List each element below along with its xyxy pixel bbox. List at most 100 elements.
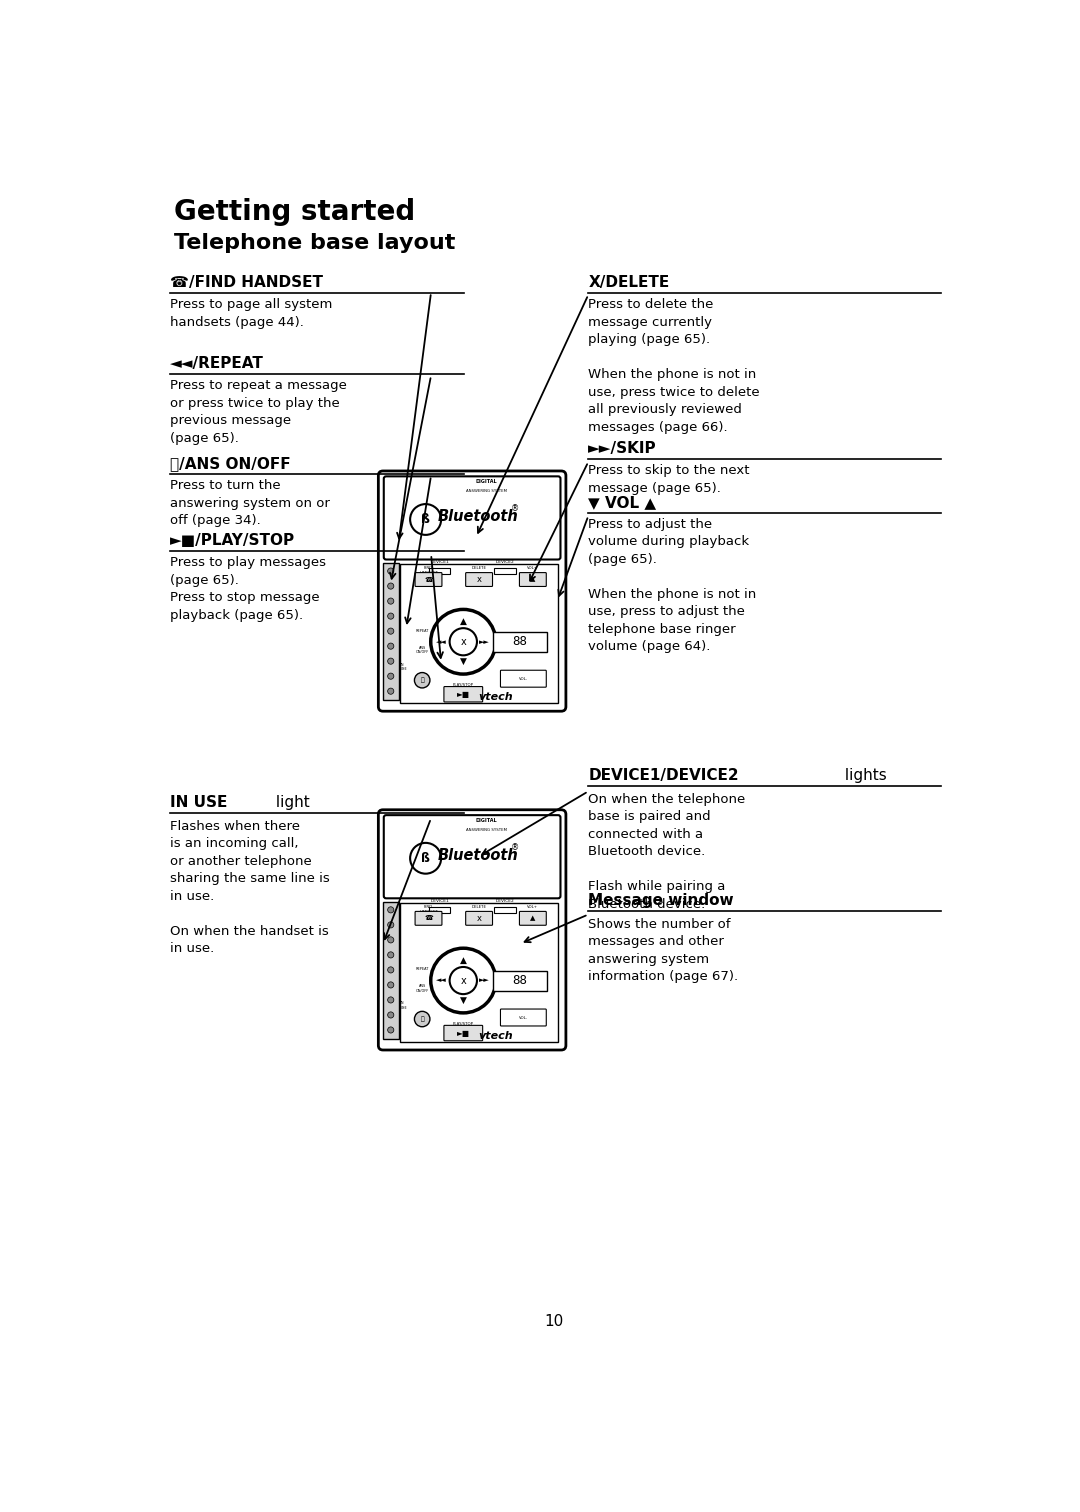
FancyBboxPatch shape (444, 1025, 483, 1040)
Bar (400, 903, 558, 1042)
Text: DEVICE1: DEVICE1 (430, 561, 449, 564)
Text: VOL+: VOL+ (527, 906, 538, 909)
Text: X/DELETE: X/DELETE (589, 275, 670, 290)
Bar (429, 907, 450, 913)
Text: DEVICE2: DEVICE2 (496, 900, 514, 903)
Text: ►■: ►■ (457, 689, 470, 699)
Circle shape (388, 1027, 394, 1033)
Text: ANS
ON/OFF: ANS ON/OFF (416, 984, 429, 993)
Text: DELETE: DELETE (472, 567, 487, 570)
Circle shape (388, 688, 394, 694)
Text: DIGITAL: DIGITAL (475, 818, 497, 823)
Text: Bluetooth: Bluetooth (438, 848, 518, 863)
Text: DEVICE2: DEVICE2 (496, 561, 514, 564)
Bar (494, 907, 515, 913)
Text: x: x (476, 575, 482, 584)
FancyBboxPatch shape (383, 476, 561, 559)
Text: Press to play messages
(page 65).
Press to stop message
playback (page 65).: Press to play messages (page 65). Press … (170, 556, 326, 621)
Text: ◄◄: ◄◄ (436, 978, 447, 983)
Text: VOL-: VOL- (518, 677, 528, 680)
Text: x: x (476, 913, 482, 922)
Bar (429, 569, 450, 575)
Circle shape (388, 643, 394, 649)
Text: ☎: ☎ (424, 576, 433, 582)
Bar (383, 903, 399, 1039)
Circle shape (415, 1012, 430, 1027)
Text: ►■: ►■ (457, 1028, 470, 1037)
Bar (400, 564, 558, 703)
Text: Flashes when there
is an incoming call,
or another telephone
sharing the same li: Flashes when there is an incoming call, … (170, 820, 329, 956)
Text: DELETE: DELETE (472, 906, 487, 909)
Text: vtech: vtech (478, 1031, 513, 1040)
Text: Bluetooth: Bluetooth (438, 510, 518, 523)
Text: ▲: ▲ (530, 915, 536, 921)
Text: x: x (460, 637, 467, 647)
Text: ß: ß (421, 513, 430, 526)
Text: ANS
ON/OFF: ANS ON/OFF (416, 646, 429, 653)
Text: ⏻: ⏻ (420, 677, 424, 683)
Text: On when the telephone
base is paired and
connected with a
Bluetooth device.

Fla: On when the telephone base is paired and… (589, 792, 745, 910)
Text: ANSWERING SYSTEM: ANSWERING SYSTEM (465, 829, 507, 832)
Circle shape (449, 968, 477, 993)
Text: ®: ® (511, 503, 518, 513)
Circle shape (388, 996, 394, 1002)
Text: Press to repeat a message
or press twice to play the
previous message
(page 65).: Press to repeat a message or press twice… (170, 380, 347, 445)
Text: Shows the number of
messages and other
answering system
information (page 67).: Shows the number of messages and other a… (589, 918, 739, 983)
Circle shape (388, 599, 394, 605)
Text: ☎: ☎ (424, 915, 433, 921)
Text: Message window: Message window (589, 894, 734, 907)
Text: ►■/PLAY/STOP: ►■/PLAY/STOP (170, 534, 295, 549)
Text: REPEAT: REPEAT (416, 629, 429, 632)
FancyBboxPatch shape (378, 470, 566, 711)
FancyBboxPatch shape (415, 912, 442, 925)
Text: ◄◄: ◄◄ (436, 638, 447, 644)
FancyBboxPatch shape (519, 573, 546, 587)
Text: REPEAT: REPEAT (416, 968, 429, 971)
Text: vtech: vtech (478, 692, 513, 702)
Text: ►►: ►► (480, 638, 490, 644)
Circle shape (388, 569, 394, 575)
Text: ▼: ▼ (460, 658, 467, 667)
Text: 10: 10 (544, 1314, 563, 1329)
Circle shape (388, 966, 394, 974)
Text: Press to skip to the next
message (page 65).: Press to skip to the next message (page … (589, 464, 750, 494)
Circle shape (388, 981, 394, 987)
Text: ß: ß (421, 851, 430, 865)
Text: Telephone base layout: Telephone base layout (174, 233, 455, 253)
Text: DEVICE1: DEVICE1 (430, 900, 449, 903)
Text: lights: lights (840, 768, 887, 783)
FancyBboxPatch shape (500, 1009, 546, 1027)
FancyBboxPatch shape (500, 670, 546, 686)
Text: ▲: ▲ (530, 576, 536, 582)
Circle shape (449, 627, 477, 655)
Text: FIND
HANDSET: FIND HANDSET (419, 567, 437, 575)
FancyBboxPatch shape (465, 573, 492, 587)
Text: ▼: ▼ (460, 996, 467, 1005)
Text: ◄◄/REPEAT: ◄◄/REPEAT (170, 357, 264, 372)
Text: ►►: ►► (480, 978, 490, 983)
Text: VOL+: VOL+ (527, 567, 538, 570)
Text: Press to delete the
message currently
playing (page 65).

When the phone is not : Press to delete the message currently pl… (589, 298, 760, 434)
Text: DIGITAL: DIGITAL (475, 479, 497, 484)
Bar (494, 971, 548, 990)
Text: ⏻: ⏻ (420, 1016, 424, 1022)
FancyBboxPatch shape (378, 810, 566, 1049)
Text: Press to adjust the
volume during playback
(page 65).

When the phone is not in
: Press to adjust the volume during playba… (589, 519, 757, 653)
Text: IN
USE: IN USE (401, 662, 407, 671)
Circle shape (388, 1012, 394, 1018)
Text: ▲: ▲ (460, 617, 467, 626)
Text: Getting started: Getting started (174, 198, 415, 227)
Circle shape (388, 658, 394, 664)
Text: PLAY/STOP: PLAY/STOP (453, 1022, 474, 1027)
Bar (494, 569, 515, 575)
FancyBboxPatch shape (383, 815, 561, 898)
Text: ⏻/ANS ON/OFF: ⏻/ANS ON/OFF (170, 457, 291, 472)
Text: 88: 88 (513, 635, 528, 649)
Text: Press to page all system
handsets (page 44).: Press to page all system handsets (page … (170, 298, 333, 330)
FancyBboxPatch shape (519, 912, 546, 925)
Circle shape (388, 627, 394, 634)
Text: VOL-: VOL- (518, 1016, 528, 1019)
Text: ►►/SKIP: ►►/SKIP (589, 442, 657, 457)
Text: ®: ® (511, 844, 518, 851)
Text: light: light (271, 795, 309, 810)
